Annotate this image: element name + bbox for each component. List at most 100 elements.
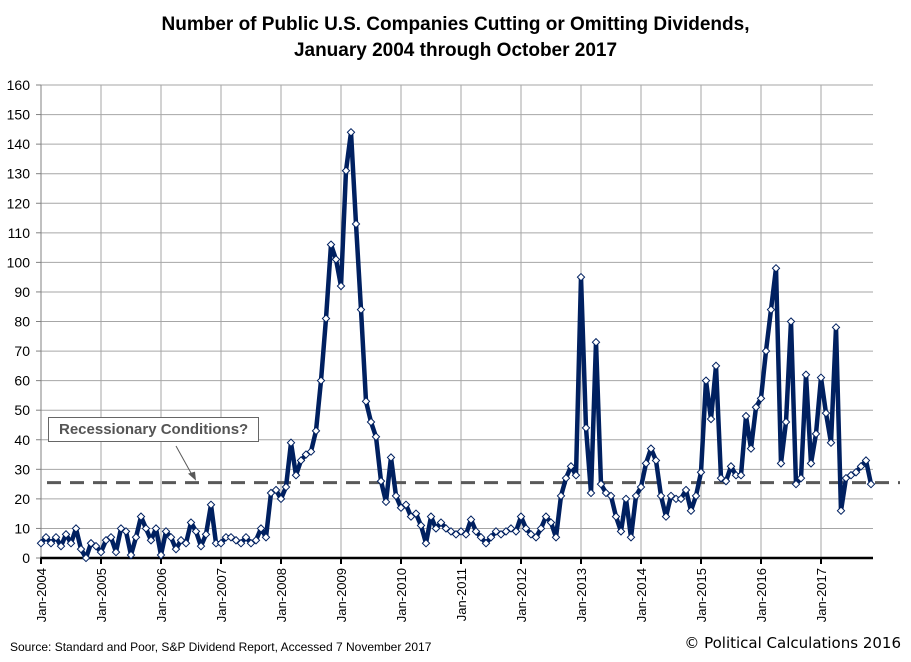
data-point	[771, 263, 781, 273]
data-point	[231, 535, 241, 545]
data-point	[446, 527, 456, 536]
data-point	[51, 532, 61, 542]
chart-title-line-2: January 2004 through October 2017	[293, 40, 618, 61]
series-layer	[36, 127, 876, 563]
data-point	[721, 476, 731, 486]
y-tick-label: 0	[22, 550, 30, 566]
data-point	[656, 491, 666, 501]
data-point	[746, 444, 756, 453]
data-point	[396, 503, 406, 513]
data-point	[191, 527, 201, 536]
data-point	[316, 376, 326, 385]
data-point	[786, 317, 796, 326]
data-point	[116, 524, 126, 533]
data-point	[676, 494, 686, 504]
x-tick-label: Jan-2004	[34, 568, 49, 622]
data-point	[366, 417, 376, 427]
data-point	[741, 411, 751, 421]
data-point	[576, 272, 586, 282]
data-point	[486, 532, 496, 542]
x-tick-label: Jan-2009	[334, 568, 349, 622]
data-point	[816, 373, 826, 382]
y-tick-label: 80	[14, 314, 30, 330]
data-point	[201, 530, 211, 539]
data-point	[71, 524, 81, 533]
data-point	[461, 530, 471, 539]
data-point	[401, 500, 411, 510]
data-point	[456, 527, 466, 536]
x-tick-label: Jan-2017	[814, 568, 829, 622]
data-point	[216, 538, 226, 548]
data-point	[686, 506, 696, 516]
x-tick-label: Jan-2014	[634, 568, 649, 622]
copyright-note: © Political Calculations 2016	[684, 634, 901, 652]
data-point	[186, 518, 196, 527]
data-point	[531, 532, 541, 542]
y-tick-label: 20	[14, 491, 30, 507]
data-point	[756, 394, 766, 403]
data-point	[416, 521, 426, 530]
data-point	[156, 550, 166, 560]
data-point	[601, 488, 611, 498]
y-tick-label: 10	[14, 520, 30, 536]
data-point	[791, 479, 801, 489]
x-tick-label: Jan-2016	[754, 568, 769, 622]
data-point	[726, 462, 736, 471]
data-point	[356, 305, 366, 314]
data-point	[291, 470, 301, 480]
data-point	[266, 488, 276, 498]
data-point	[426, 512, 436, 521]
data-point	[796, 473, 806, 483]
y-tick-label: 90	[14, 284, 30, 300]
data-point	[306, 447, 316, 456]
data-point	[551, 532, 561, 542]
data-point	[181, 538, 191, 548]
data-point	[241, 532, 251, 542]
data-point	[621, 494, 631, 504]
data-point	[141, 524, 151, 533]
data-point	[321, 314, 331, 323]
data-point	[176, 535, 186, 545]
data-point	[806, 459, 816, 468]
series-line	[39, 130, 874, 561]
data-point	[286, 438, 296, 448]
data-point	[821, 408, 831, 418]
x-tick-label: Jan-2008	[274, 568, 289, 622]
annotation-layer	[175, 445, 196, 481]
data-point	[326, 240, 336, 249]
data-point	[256, 524, 266, 533]
data-point	[641, 459, 651, 468]
annotation-arrow-line	[175, 445, 194, 477]
y-tick-label: 130	[7, 166, 31, 182]
x-tick-label: Jan-2012	[514, 568, 529, 622]
chart-title: Number of Public U.S. Companies Cutting …	[0, 12, 911, 64]
data-point	[276, 494, 286, 504]
data-point	[331, 255, 341, 264]
data-point	[436, 518, 446, 527]
data-point	[121, 527, 131, 536]
y-tick-label: 60	[14, 373, 30, 389]
data-point	[841, 473, 851, 483]
data-point	[406, 512, 416, 521]
data-point	[536, 524, 546, 533]
data-point	[766, 305, 776, 314]
data-point	[246, 538, 256, 548]
y-tick-label: 70	[14, 343, 30, 359]
data-point	[711, 361, 721, 371]
y-tick-label: 100	[7, 254, 31, 270]
data-point	[196, 541, 206, 551]
data-point	[826, 438, 836, 448]
data-point	[171, 544, 181, 554]
x-tick-label: Jan-2007	[214, 568, 229, 622]
data-point	[381, 497, 391, 507]
data-point	[421, 538, 431, 548]
data-point	[391, 491, 401, 501]
data-point	[716, 473, 726, 483]
y-axis-ticks: 0 10 20 30 40 50 60 70 80 90 100 110 120 130 140 150 160	[7, 77, 41, 566]
y-tick-label: 50	[14, 402, 30, 418]
data-point	[706, 414, 716, 424]
data-point	[521, 524, 531, 533]
data-point	[581, 423, 591, 433]
x-tick-label: Jan-2013	[574, 568, 589, 622]
